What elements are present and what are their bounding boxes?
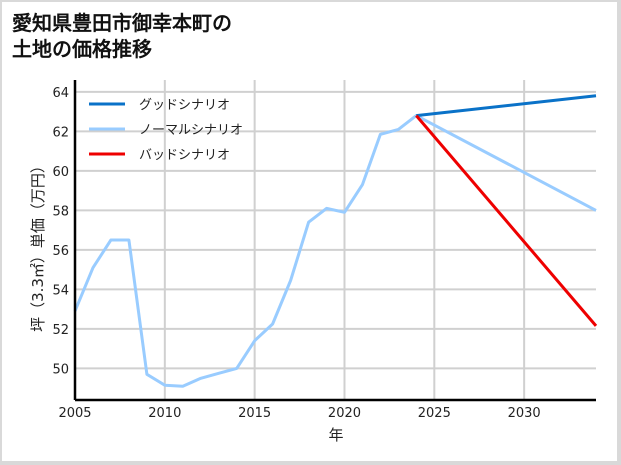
x-tick-label: 2005 bbox=[58, 406, 91, 421]
axes bbox=[73, 80, 596, 402]
x-tick-label: 2010 bbox=[148, 406, 181, 421]
series-line bbox=[416, 94, 597, 118]
tick-labels: 50 52 54 56 58 60 62 64 2005 2010 2015 2020 2025 2030 bbox=[52, 86, 540, 421]
chart-title-line1: 愛知県豊田市御幸本町の bbox=[12, 11, 232, 35]
x-tick-label: 2030 bbox=[508, 406, 541, 421]
x-tick-label: 2015 bbox=[238, 406, 271, 421]
data-lines bbox=[73, 94, 598, 388]
y-tick-label: 52 bbox=[52, 323, 69, 338]
y-tick-label: 64 bbox=[52, 86, 69, 101]
y-tick-label: 60 bbox=[52, 165, 69, 180]
legend-label: ノーマルシナリオ bbox=[139, 123, 243, 138]
y-tick-label: 54 bbox=[52, 283, 69, 298]
legend-label: グッドシナリオ bbox=[139, 98, 230, 113]
chart-title: 愛知県豊田市御幸本町の 土地の価格推移 bbox=[12, 10, 232, 62]
y-axis-label: 坪（3.3㎡）単価（万円） bbox=[29, 158, 47, 332]
y-tick-label: 50 bbox=[52, 362, 69, 377]
y-tick-label: 56 bbox=[52, 244, 69, 259]
y-tick-label: 58 bbox=[52, 204, 69, 219]
series-line bbox=[73, 114, 597, 388]
legend-label: バッドシナリオ bbox=[139, 148, 230, 163]
x-tick-label: 2025 bbox=[418, 406, 451, 421]
x-axis-label: 年 bbox=[328, 426, 343, 444]
chart-title-line2: 土地の価格推移 bbox=[12, 37, 152, 61]
y-tick-label: 62 bbox=[52, 125, 69, 140]
x-tick-label: 2020 bbox=[328, 406, 361, 421]
series-line bbox=[415, 114, 598, 327]
